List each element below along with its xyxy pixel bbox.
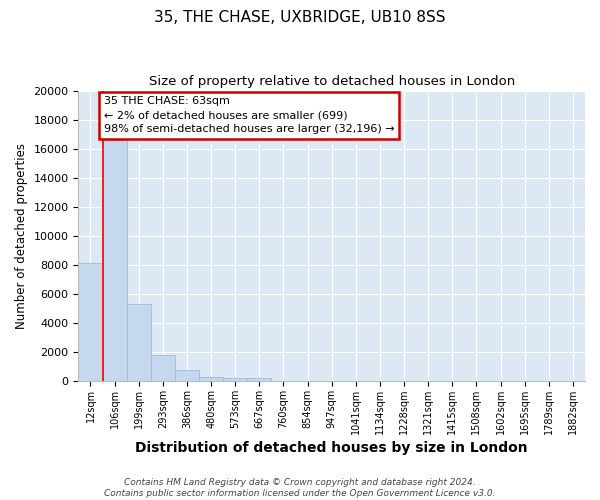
- Bar: [127, 304, 151, 381]
- Bar: [79, 264, 103, 381]
- Bar: [223, 378, 247, 381]
- Bar: [151, 355, 175, 381]
- Text: Contains HM Land Registry data © Crown copyright and database right 2024.
Contai: Contains HM Land Registry data © Crown c…: [104, 478, 496, 498]
- Text: 35 THE CHASE: 63sqm
← 2% of detached houses are smaller (699)
98% of semi-detach: 35 THE CHASE: 63sqm ← 2% of detached hou…: [104, 96, 394, 134]
- Y-axis label: Number of detached properties: Number of detached properties: [15, 142, 28, 328]
- Title: Size of property relative to detached houses in London: Size of property relative to detached ho…: [149, 75, 515, 88]
- Bar: [175, 370, 199, 381]
- Bar: [247, 378, 271, 381]
- Bar: [103, 140, 127, 381]
- Bar: [199, 376, 223, 381]
- X-axis label: Distribution of detached houses by size in London: Distribution of detached houses by size …: [136, 441, 528, 455]
- Text: 35, THE CHASE, UXBRIDGE, UB10 8SS: 35, THE CHASE, UXBRIDGE, UB10 8SS: [154, 10, 446, 25]
